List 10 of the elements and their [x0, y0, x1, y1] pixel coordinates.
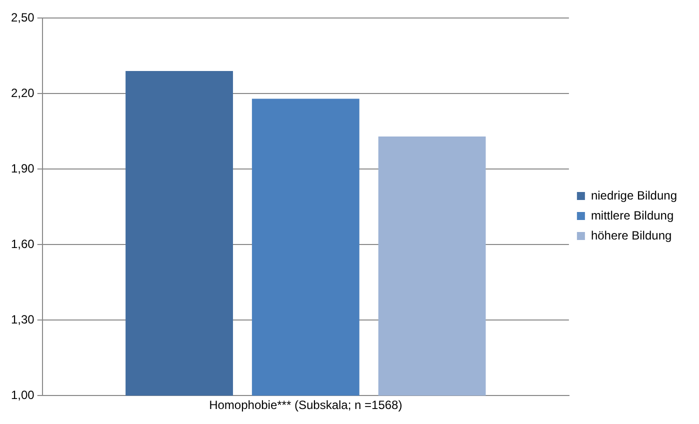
y-tick-label: 2,20	[10, 86, 35, 100]
y-tick-label: 1,00	[10, 388, 35, 402]
x-tick-label: Homophobie*** (Subskala; n =1568)	[209, 398, 402, 412]
legend-label: niedrige Bildung	[590, 188, 677, 202]
legend-label: mittlere Bildung	[590, 208, 674, 222]
y-tick-label: 1,90	[10, 161, 35, 176]
y-tick-label: 1,60	[10, 236, 35, 251]
y-tick-label: 1,30	[10, 312, 35, 326]
y-tick-label: 2,50	[10, 10, 35, 25]
legend-label: höhere Bildung	[590, 228, 672, 242]
